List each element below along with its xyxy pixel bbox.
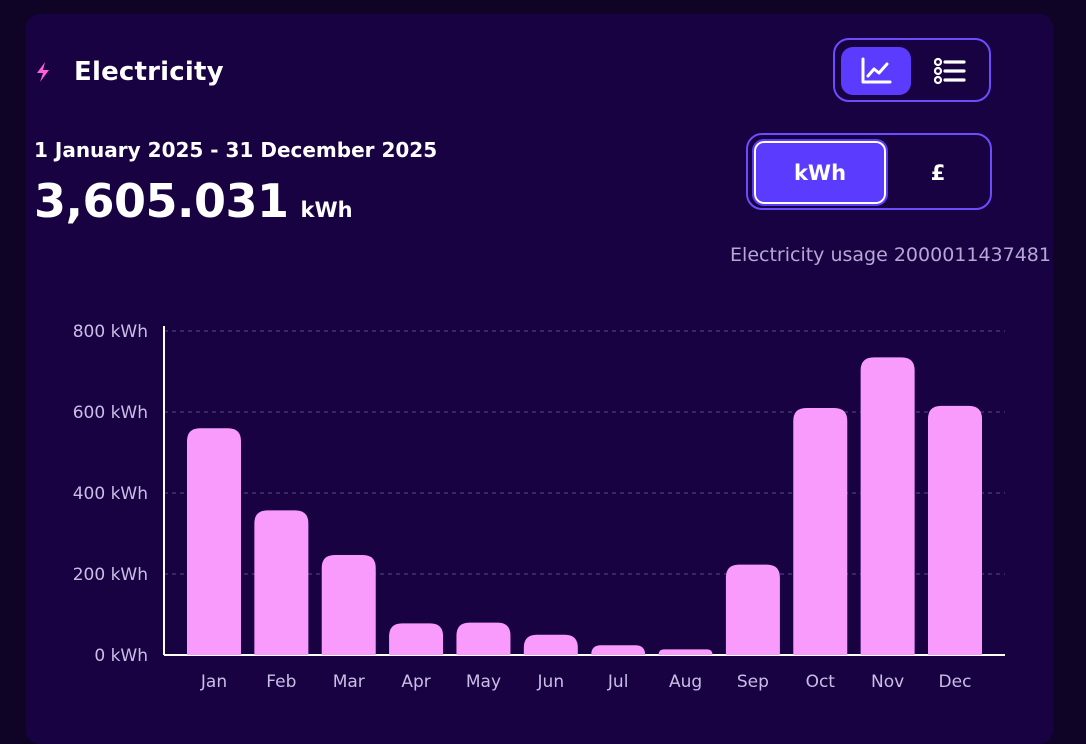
total-usage-value: 3,605.031 xyxy=(34,174,289,228)
card-header: Electricity xyxy=(34,52,224,92)
x-tick-label: Oct xyxy=(806,672,836,692)
y-tick-label: 600 kWh xyxy=(73,403,148,423)
x-tick-label: Dec xyxy=(939,672,972,692)
lightning-bolt-icon xyxy=(37,62,49,82)
x-tick-label: Jun xyxy=(537,672,565,692)
bar-may[interactable] xyxy=(456,622,511,655)
meter-label: Electricity usage 2000011437481 xyxy=(730,244,1051,266)
x-tick-label: Jul xyxy=(607,672,629,692)
bar-oct[interactable] xyxy=(793,407,848,655)
chart-view-button[interactable] xyxy=(841,47,911,95)
list-view-button[interactable] xyxy=(915,47,985,95)
view-toggle xyxy=(833,38,991,102)
x-tick-label: Apr xyxy=(401,672,430,692)
list-icon xyxy=(934,57,966,85)
bar-feb[interactable] xyxy=(254,510,309,655)
y-tick-label: 0 kWh xyxy=(94,646,148,666)
bar-jul[interactable] xyxy=(591,645,646,655)
total-usage-unit: kWh xyxy=(300,198,353,222)
usage-bar-chart: 0 kWh 200 kWh 400 kWh 600 kWh 800 kWh Jan Feb M… xyxy=(73,322,1005,692)
bar-apr[interactable] xyxy=(389,623,444,655)
x-tick-label: Nov xyxy=(871,672,904,692)
x-tick-label: Feb xyxy=(266,672,296,692)
kwh-unit-button[interactable]: kWh xyxy=(752,139,888,206)
total-usage: 3,605.031 kWh xyxy=(34,174,353,228)
bar-jan[interactable] xyxy=(187,428,241,655)
page-title: Electricity xyxy=(74,57,224,87)
bar-mar[interactable] xyxy=(321,554,376,655)
x-tick-label: Sep xyxy=(737,672,769,692)
y-tick-label: 800 kWh xyxy=(73,322,148,342)
y-tick-label: 200 kWh xyxy=(73,565,148,585)
date-range: 1 January 2025 - 31 December 2025 xyxy=(34,138,438,162)
y-tick-label: 400 kWh xyxy=(73,484,148,504)
bar-sep[interactable] xyxy=(725,564,780,655)
x-tick-label: May xyxy=(466,672,501,692)
x-tick-label: Mar xyxy=(333,672,365,692)
bar-dec[interactable] xyxy=(928,405,982,655)
gbp-unit-button[interactable]: £ xyxy=(930,160,946,185)
x-tick-label: Aug xyxy=(669,672,702,692)
unit-toggle: kWh £ xyxy=(746,133,992,210)
bar-nov[interactable] xyxy=(860,357,915,655)
bar-jun[interactable] xyxy=(523,634,578,655)
bar-aug[interactable] xyxy=(658,649,713,655)
chart-icon xyxy=(861,57,892,84)
x-tick-label: Jan xyxy=(200,672,227,692)
